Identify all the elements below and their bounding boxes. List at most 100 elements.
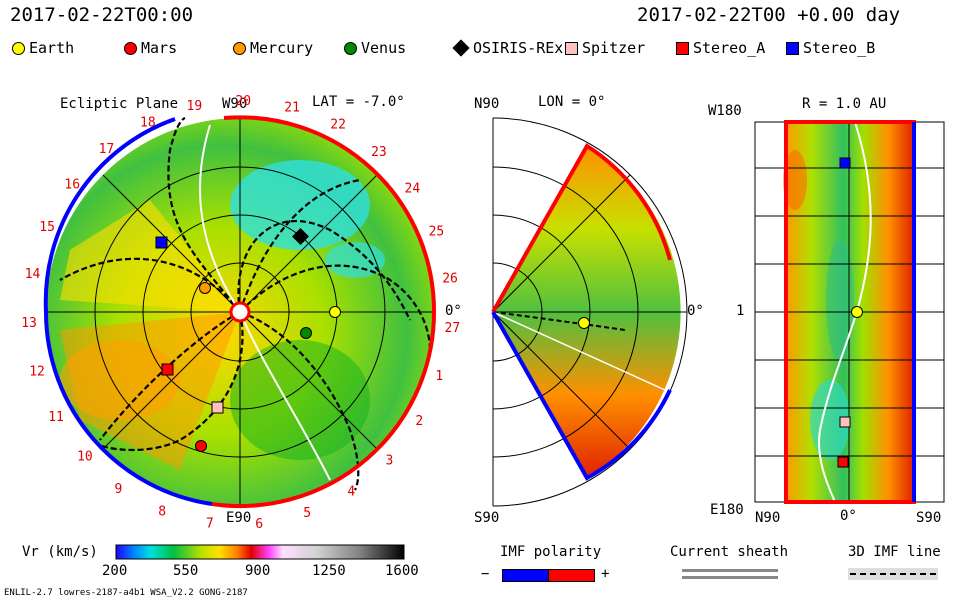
carrington-label: 13	[21, 316, 37, 331]
carrington-label: 26	[442, 272, 458, 287]
colorbar-tick: 900	[245, 563, 271, 579]
legend-label: Stereo_B	[803, 39, 876, 57]
carrington-label: 24	[405, 181, 421, 196]
synoptic-mid-left: 1	[736, 303, 745, 319]
ecliptic-right-label: 0°	[445, 303, 462, 319]
ecliptic-lat: LAT = -7.0°	[312, 94, 405, 110]
colorbar-tick: 1250	[312, 563, 346, 579]
date-right: 2017-02-22T00 +0.00 day	[637, 4, 901, 26]
synoptic-bottom-left: E180	[710, 502, 744, 518]
ecliptic-bottom-label: E90	[226, 510, 252, 526]
colorbar-tick: 1600	[385, 563, 419, 579]
spitzer-marker	[211, 401, 224, 414]
legend-label: Earth	[29, 39, 75, 57]
carrington-label: 25	[429, 224, 445, 239]
colorbar-tick: 200	[102, 563, 128, 579]
carrington-label: 17	[99, 142, 115, 157]
synoptic-x-label-n90: N90	[755, 510, 781, 526]
legend-label: Mars	[141, 39, 178, 57]
meridional-boundary-positive	[491, 143, 672, 313]
meridional-bottom-label: S90	[474, 510, 500, 526]
legend-osiris: OSIRIS-REx	[452, 39, 564, 57]
ecliptic-boundary-positive	[211, 115, 437, 508]
carrington-label: 7	[206, 516, 214, 531]
carrington-label: 5	[303, 506, 311, 521]
legend-mercury: Mercury	[233, 39, 313, 57]
legend-label: OSIRIS-REx	[473, 39, 564, 57]
stereo-b-marker-icon	[786, 41, 799, 55]
osiris-marker	[292, 228, 309, 245]
carrington-label: 15	[39, 220, 55, 235]
imf-polarity-title: IMF polarity	[500, 544, 602, 560]
legend-stereo-a: Stereo_A	[676, 39, 765, 57]
ecliptic-boundary-negative	[43, 117, 213, 506]
stereo-a-marker	[161, 363, 174, 376]
synoptic-x-label-0: 0°	[840, 508, 857, 524]
legend-spitzer: Spitzer	[565, 39, 645, 57]
ecliptic-top-label: W90	[222, 96, 248, 112]
current-sheath-swatch-top	[682, 569, 778, 572]
carrington-label: 14	[25, 267, 41, 282]
imf-minus: −	[481, 566, 490, 582]
colorbar-bar	[115, 544, 405, 560]
legend-venus: Venus	[344, 39, 406, 57]
carrington-label: 2	[415, 414, 423, 429]
synoptic-current-sheath	[818, 121, 872, 503]
carrington-label: 8	[158, 504, 166, 519]
synoptic-top-left: W180	[708, 103, 742, 119]
current-sheath-swatch-bottom	[682, 576, 778, 579]
earth-marker	[329, 306, 341, 318]
carrington-label: 1	[435, 369, 443, 384]
carrington-label: 4	[347, 485, 355, 500]
ecliptic-title: Ecliptic Plane	[60, 96, 179, 112]
meridional-imf-line	[492, 311, 626, 331]
synoptic-stereo-a-marker	[837, 456, 849, 468]
sun-icon	[229, 301, 251, 323]
carrington-label: 12	[29, 364, 45, 379]
colorbar-tick: 550	[173, 563, 199, 579]
date-left: 2017-02-22T00:00	[10, 4, 194, 26]
imf-plus: +	[601, 566, 610, 582]
carrington-label: 20	[235, 94, 251, 109]
carrington-label: 21	[284, 100, 300, 115]
synoptic-bodies	[837, 157, 863, 468]
imf3d-swatch	[848, 568, 938, 580]
mars-marker-icon	[124, 41, 137, 55]
earth-marker-icon	[12, 41, 25, 55]
imf3d-title: 3D IMF line	[848, 544, 941, 560]
imf-positive-swatch	[548, 569, 595, 582]
meridional-current-sheath	[492, 311, 666, 391]
legend-label: Spitzer	[582, 39, 646, 57]
synoptic-x-label-s90: S90	[916, 510, 942, 526]
colorbar-title: Vr (km/s)	[22, 544, 98, 560]
meridional-right-label: 0°	[687, 303, 704, 319]
ecliptic-sector-boundaries	[59, 116, 432, 491]
stereo-a-marker-icon	[676, 41, 689, 55]
carrington-label: 6	[255, 517, 263, 532]
carrington-label: 19	[187, 99, 203, 114]
ecliptic-grid	[46, 118, 434, 506]
legend-stereo-b: Stereo_B	[786, 39, 875, 57]
legend-mars: Mars	[124, 39, 177, 57]
meridional-boundary-negative	[491, 311, 672, 481]
synoptic-spitzer-marker	[839, 416, 851, 428]
carrington-label: 27	[445, 321, 461, 336]
carrington-label: 11	[48, 410, 64, 425]
carrington-label: 18	[140, 116, 156, 131]
meridional-earth-marker	[578, 317, 590, 329]
synoptic-title: R = 1.0 AU	[802, 96, 887, 112]
imf-negative-swatch	[502, 569, 550, 582]
spitzer-marker-icon	[565, 41, 578, 55]
legend-label: Mercury	[250, 39, 314, 57]
carrington-label: 9	[115, 482, 123, 497]
ecliptic-current-sheath	[199, 124, 331, 481]
carrington-label: 16	[64, 177, 80, 192]
mercury-marker-icon	[233, 41, 246, 55]
carrington-label: 23	[371, 145, 387, 160]
carrington-label: 22	[330, 118, 346, 133]
